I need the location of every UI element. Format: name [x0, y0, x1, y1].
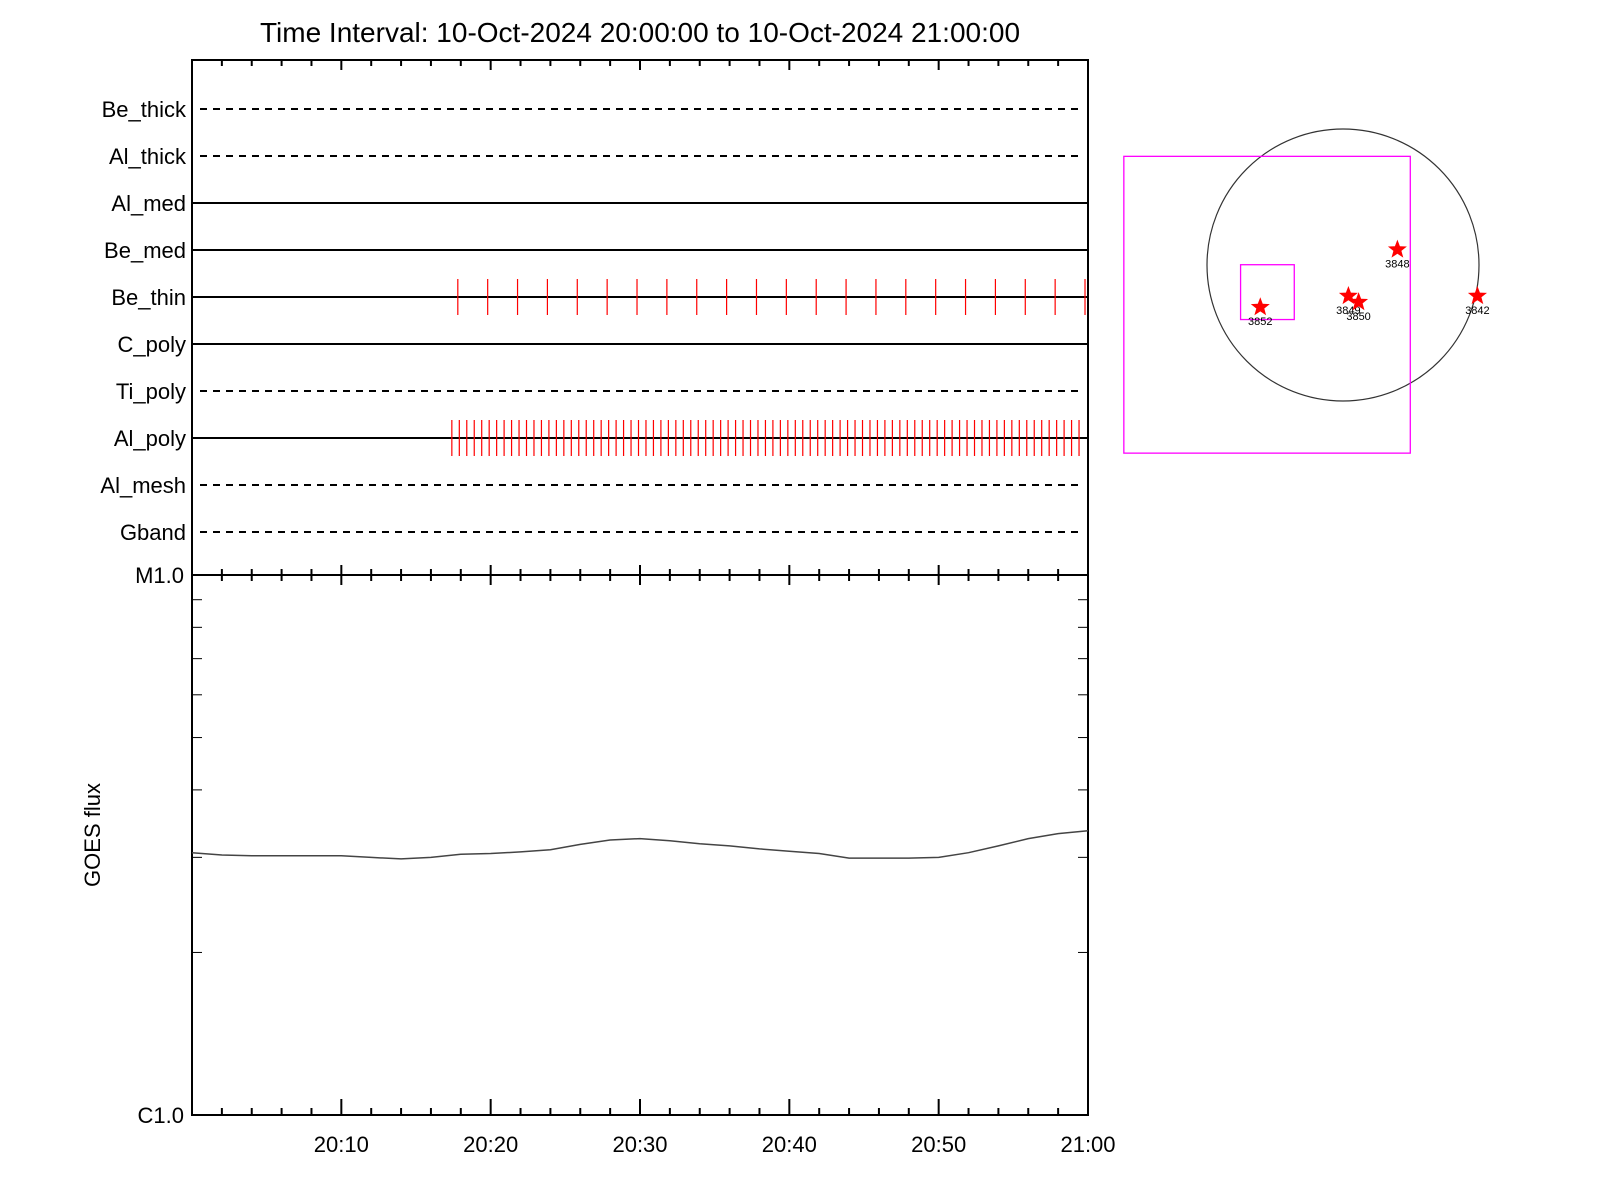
fov-box-outer	[1123, 155, 1411, 454]
goes-y-axis-label: GOES flux	[80, 783, 105, 887]
filter-label: Al_med	[111, 191, 186, 216]
filter-label: Be_thick	[102, 97, 187, 122]
active-region-star	[1467, 286, 1487, 305]
goes-y-tick-label: M1.0	[135, 563, 184, 588]
active-region-star	[1250, 297, 1270, 316]
goes-x-tick-label: 20:50	[911, 1132, 966, 1157]
active-region-star	[1387, 239, 1407, 258]
goes-x-tick-label: 20:30	[612, 1132, 667, 1157]
filter-label: Gband	[120, 520, 186, 545]
filter-label: Al_poly	[114, 426, 186, 451]
goes-frame	[191, 574, 1089, 1116]
filter-label: Al_mesh	[100, 473, 186, 498]
goes-x-tick-label: 20:20	[463, 1132, 518, 1157]
active-region-star	[1338, 286, 1358, 305]
timeline-frame	[191, 59, 1089, 576]
active-region-label: 3850	[1346, 311, 1370, 323]
chart-title: Time Interval: 10-Oct-2024 20:00:00 to 1…	[260, 17, 1020, 48]
filter-label: Ti_poly	[116, 379, 186, 404]
active-region-star	[1349, 292, 1369, 311]
filter-timeline-panel: Be_thick Al_thick Al_med Be_med Be_thin C_pol…	[100, 59, 1089, 576]
active-region-label: 3848	[1385, 259, 1409, 271]
goes-x-tick-label: 20:40	[762, 1132, 817, 1157]
goes-x-tick-label: 20:10	[314, 1132, 369, 1157]
fov-box-inner	[1239, 264, 1295, 321]
filter-label: Be_med	[104, 238, 186, 263]
filter-label: Al_thick	[109, 144, 187, 169]
goes-x-tick-label: 21:00	[1060, 1132, 1115, 1157]
filter-label: Be_thin	[111, 285, 186, 310]
active-region-label: 3842	[1465, 305, 1489, 317]
goes-flux-line	[191, 830, 1089, 860]
goes-y-tick-label: C1.0	[138, 1103, 184, 1128]
goes-flux-panel: 20:10 20:20 20:30 20:40 20:50 21:00 M1.0 C1.0 GO…	[80, 563, 1116, 1157]
sun-disk	[1206, 128, 1480, 402]
active-region-label: 3852	[1248, 316, 1272, 328]
filter-label: C_poly	[118, 332, 186, 357]
